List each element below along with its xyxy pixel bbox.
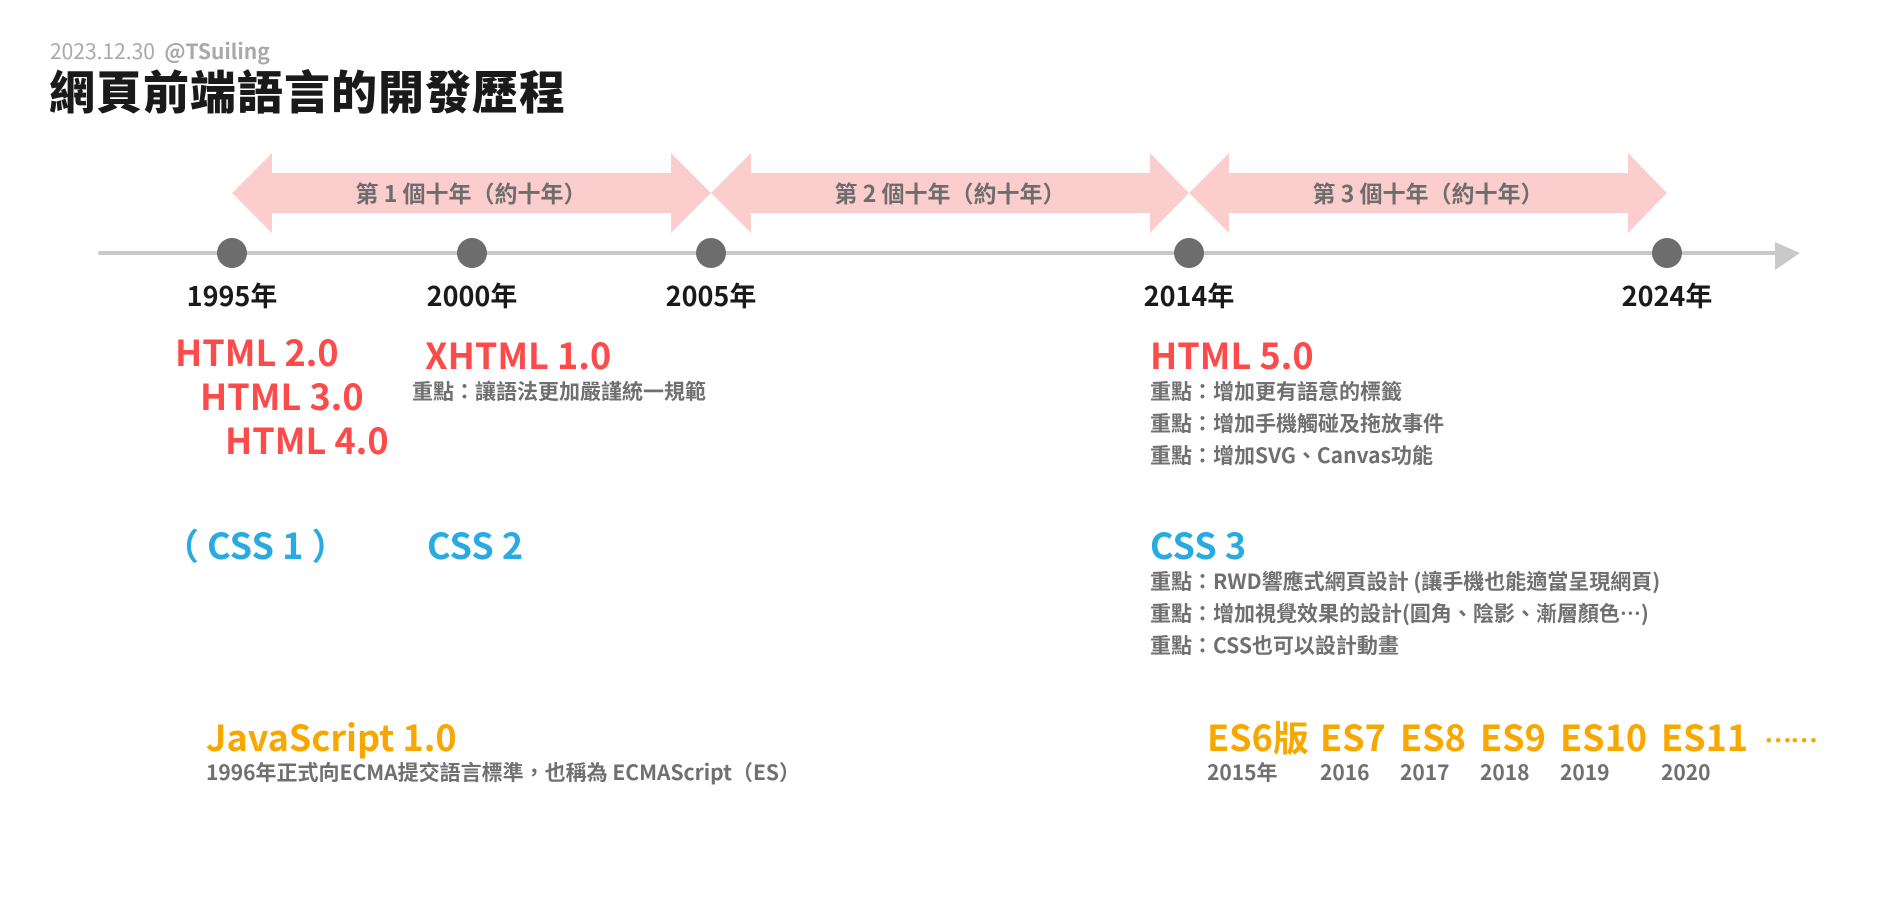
svg-text:第 1 個十年（約十年）: 第 1 個十年（約十年） <box>355 175 586 209</box>
svg-text:第 3 個十年（約十年）: 第 3 個十年（約十年） <box>1312 175 1543 209</box>
svg-text:第 2 個十年（約十年）: 第 2 個十年（約十年） <box>834 175 1065 209</box>
